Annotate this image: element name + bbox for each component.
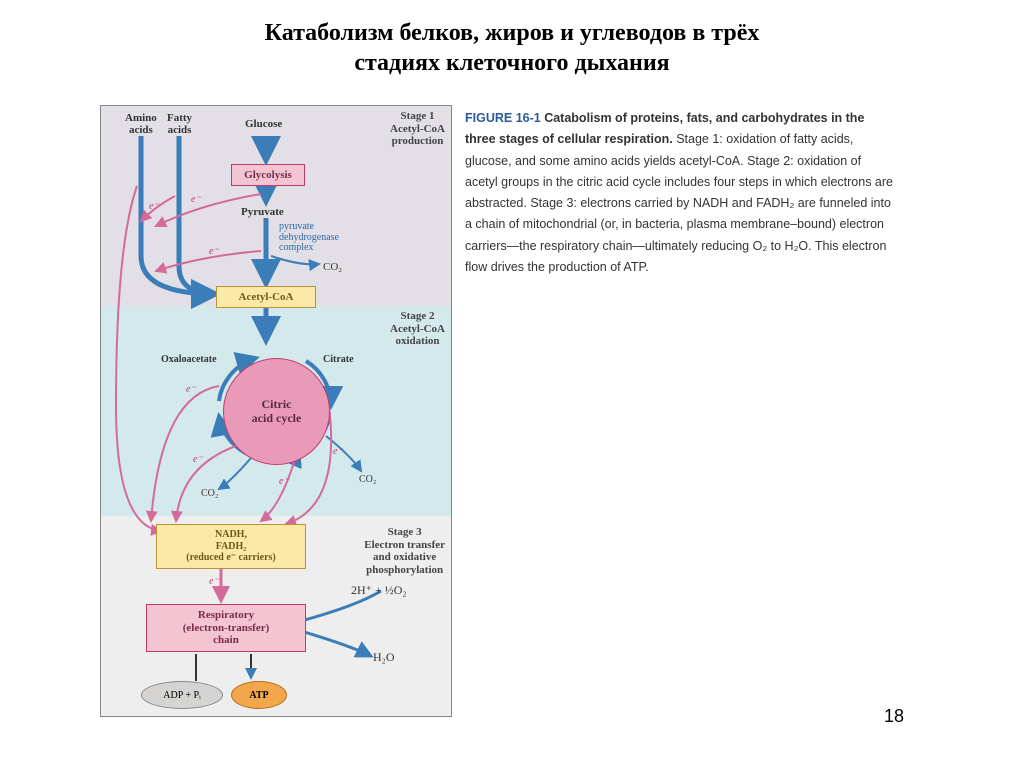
fig-number: FIGURE 16-1 (465, 111, 541, 125)
atp-oval: ATP (231, 681, 287, 709)
e3: e⁻ (209, 246, 219, 257)
citrate-label: Citrate (323, 354, 354, 365)
stage2-label: Stage 2 Acetyl-CoA oxidation (390, 310, 445, 348)
caption-body: Stage 1: oxidation of fatty acids, gluco… (465, 132, 893, 274)
glucose-label: Glucose (245, 118, 282, 130)
stage1-label: Stage 1 Acetyl-CoA production (390, 110, 445, 148)
acetyl-box: Acetyl-CoA (216, 286, 316, 308)
glycolysis-box: Glycolysis (231, 164, 305, 186)
nadh-box: NADH, FADH₂ (reduced e⁻ carriers) (156, 524, 306, 569)
amino-label: Amino acids (125, 112, 157, 136)
fatty-label: Fatty acids (167, 112, 192, 136)
page-number: 18 (884, 706, 904, 727)
co2-1: CO₂ (323, 261, 342, 273)
e1: e⁻ (149, 201, 159, 212)
e6: e⁻ (279, 476, 289, 487)
adp-oval: ADP + Pᵢ (141, 681, 223, 709)
pyruvate-label: Pyruvate (241, 206, 284, 218)
co2-3: CO₂ (201, 488, 218, 499)
e5: e⁻ (193, 454, 203, 465)
metabolism-diagram: Stage 1 Acetyl-CoA production Stage 2 Ac… (100, 105, 452, 717)
title-line1: Катаболизм белков, жиров и углеводов в т… (265, 20, 760, 46)
figure-caption: FIGURE 16-1 Catabolism of proteins, fats… (465, 108, 895, 278)
pdh-label: pyruvate dehydrogenase complex (279, 222, 339, 254)
h2o-label: H₂O (373, 651, 395, 664)
e7: e⁻ (333, 446, 343, 457)
co2-2: CO₂ (359, 474, 376, 485)
e8: e⁻ (209, 576, 219, 587)
e4: e⁻ (186, 384, 196, 395)
citric-cycle: Citric acid cycle (223, 358, 330, 465)
oxalo-label: Oxaloacetate (161, 354, 217, 365)
page-title: Катаболизм белков, жиров и углеводов в т… (0, 0, 1024, 88)
title-line2: стадиях клеточного дыхания (354, 50, 669, 76)
o2-label: 2H⁺ + ½O₂ (351, 584, 407, 597)
stage3-label: Stage 3 Electron transfer and oxidative … (364, 526, 445, 577)
resp-box: Respiratory (electron-transfer) chain (146, 604, 306, 652)
e2: e⁻ (191, 194, 201, 205)
